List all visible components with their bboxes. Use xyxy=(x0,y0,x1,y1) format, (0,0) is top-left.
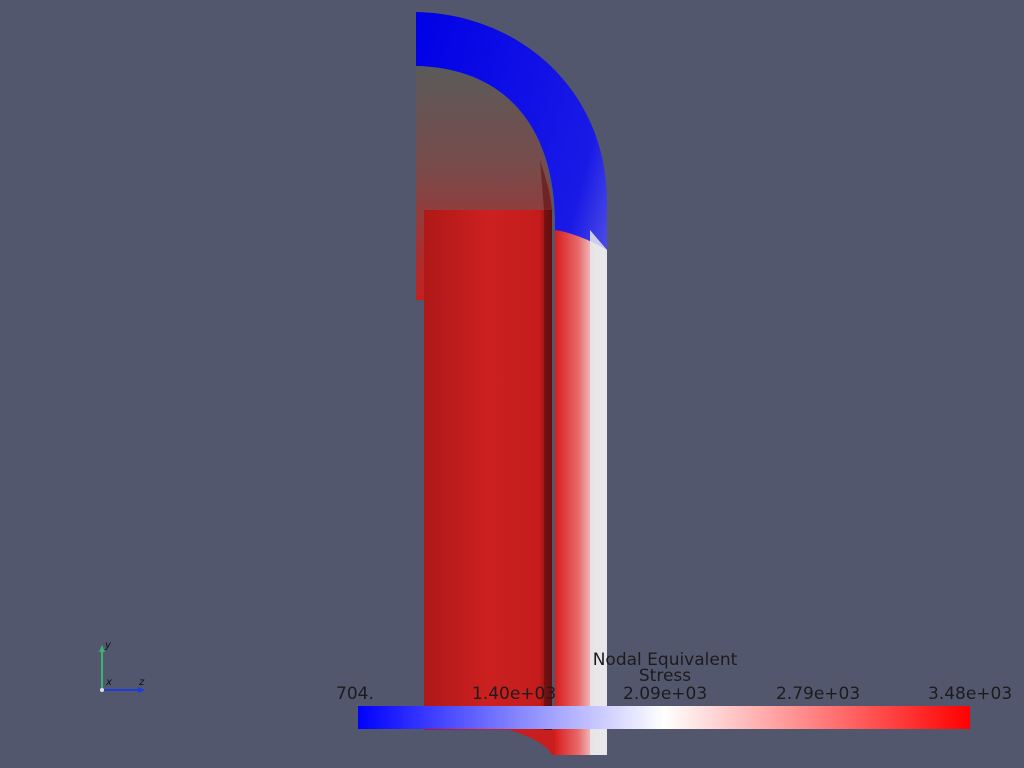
scalar-bar-tick-0: 704. xyxy=(336,684,374,704)
y-axis-label: y xyxy=(105,640,111,651)
inner-cylinder-surface xyxy=(424,210,552,740)
y-axis-arrow xyxy=(99,645,105,652)
z-axis-label: z xyxy=(139,677,145,688)
scalar-bar-title-line2: Stress xyxy=(638,666,692,686)
scalar-bar-tick-3: 2.79e+03 xyxy=(776,684,861,704)
shell-thickness-band xyxy=(590,230,607,755)
orientation-axes xyxy=(99,645,145,693)
scalar-bar-title: Nodal Equivalent Stress xyxy=(560,650,770,686)
scalar-bar-tick-4: 3.48e+03 xyxy=(928,684,1013,704)
bottom-foot xyxy=(510,730,555,755)
scalar-bar-title-line1: Nodal Equivalent xyxy=(592,650,738,670)
z-axis-arrow xyxy=(138,687,145,693)
scalar-bar-gradient xyxy=(358,706,970,729)
scalar-bar-tick-2: 2.09e+03 xyxy=(623,684,708,704)
axis-origin xyxy=(100,688,104,692)
scalar-bar-colormap xyxy=(358,706,970,729)
scalar-bar-tick-1: 1.40e+03 xyxy=(472,684,557,704)
inner-edge-shadow xyxy=(540,160,552,740)
x-axis-label: x xyxy=(106,677,112,688)
